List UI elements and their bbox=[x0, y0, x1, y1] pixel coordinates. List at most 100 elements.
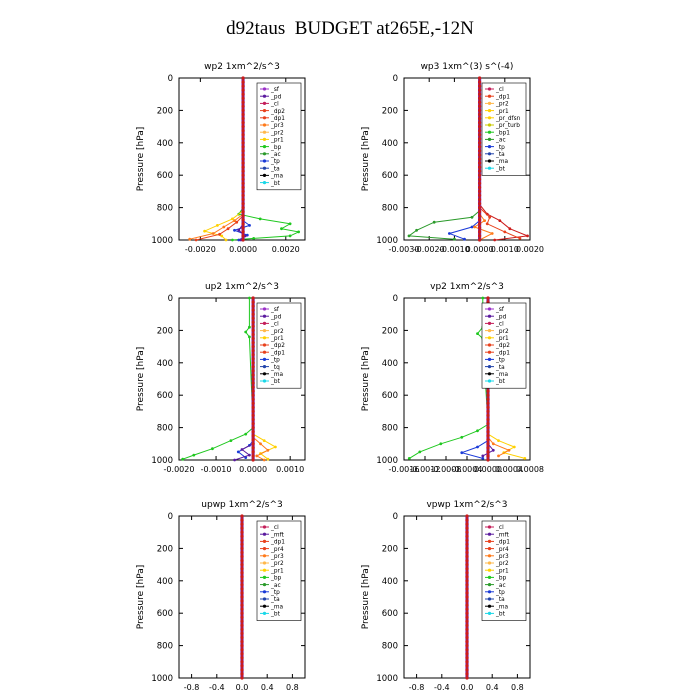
x-tick-label: -0.0012 bbox=[410, 465, 441, 474]
legend-label: _pr2 bbox=[270, 130, 284, 136]
legend-marker bbox=[487, 94, 492, 98]
zero-profile-point bbox=[241, 185, 245, 189]
series-point bbox=[220, 234, 224, 238]
legend-label: _cl bbox=[495, 322, 504, 328]
zero-profile-point bbox=[251, 345, 255, 349]
series-point bbox=[407, 234, 411, 238]
series-point bbox=[460, 451, 464, 455]
legend-label: _cl bbox=[495, 525, 504, 531]
zero-profile-point bbox=[465, 583, 469, 587]
x-tick-label: 0.0 bbox=[461, 683, 474, 692]
zero-profile-point bbox=[478, 169, 482, 173]
zero-profile-point bbox=[241, 234, 245, 238]
series-line-bp1 bbox=[407, 78, 481, 240]
zero-profile-point bbox=[465, 668, 469, 672]
zero-profile-point bbox=[241, 226, 245, 230]
zero-profile-point bbox=[251, 438, 255, 442]
series-point bbox=[483, 219, 486, 223]
zero-profile-point bbox=[251, 320, 255, 324]
legend-marker bbox=[487, 130, 492, 134]
x-tick-label: -0.0020 bbox=[414, 245, 445, 254]
legend-label: _ma bbox=[270, 604, 284, 610]
zero-profile-point bbox=[240, 559, 244, 563]
legend-marker bbox=[262, 181, 267, 185]
x-tick-label: 0.0008 bbox=[516, 465, 544, 474]
zero-profile-point bbox=[478, 108, 482, 112]
legend-marker bbox=[487, 343, 492, 347]
zero-profile-point bbox=[251, 458, 255, 462]
series-point bbox=[266, 448, 270, 452]
zero-profile-point bbox=[251, 353, 255, 357]
zero-profile-point bbox=[478, 214, 482, 218]
legend-marker bbox=[487, 336, 492, 340]
zero-profile-point bbox=[241, 76, 245, 80]
legend-label: _bt bbox=[495, 379, 506, 385]
legend-marker bbox=[487, 525, 492, 529]
zero-profile-point bbox=[478, 80, 482, 84]
zero-profile-point bbox=[465, 635, 469, 640]
legend-marker bbox=[487, 539, 492, 543]
zero-profile-point bbox=[241, 181, 245, 185]
x-tick-label: -0.0020 bbox=[164, 465, 195, 474]
legend-label: _pr2 bbox=[495, 329, 509, 335]
zero-profile-point bbox=[465, 595, 469, 599]
zero-profile-point bbox=[478, 157, 482, 161]
zero-profile-point bbox=[251, 312, 255, 316]
legend-marker bbox=[487, 321, 492, 325]
series-point bbox=[235, 220, 239, 224]
y-tick-label: 600 bbox=[157, 171, 173, 181]
x-tick-label: 0.0000 bbox=[466, 245, 494, 254]
legend-label: _dp1 bbox=[495, 540, 510, 546]
zero-profile-point bbox=[465, 611, 469, 615]
legend-marker bbox=[262, 532, 267, 536]
zero-profile-point bbox=[251, 361, 255, 365]
y-tick-label: 400 bbox=[382, 577, 398, 587]
zero-profile-point bbox=[240, 648, 244, 652]
legend-marker bbox=[487, 575, 492, 579]
x-tick-label: -0.8 bbox=[184, 683, 200, 692]
x-tick-label: -0.4 bbox=[209, 683, 225, 692]
zero-profile-point bbox=[251, 389, 255, 393]
y-tick-label: 0 bbox=[168, 512, 173, 522]
series-point bbox=[448, 232, 451, 235]
series-point bbox=[218, 232, 221, 236]
zero-profile-point bbox=[478, 230, 482, 234]
legend-marker bbox=[262, 307, 267, 311]
zero-profile-point bbox=[241, 169, 245, 173]
legend-label: _ma bbox=[270, 174, 284, 180]
zero-profile-point bbox=[478, 133, 482, 137]
zero-profile-point bbox=[465, 627, 469, 631]
zero-profile-point bbox=[486, 397, 490, 401]
zero-profile-point bbox=[240, 571, 244, 575]
legend-marker bbox=[262, 116, 267, 120]
zero-profile-point bbox=[251, 405, 255, 409]
zero-profile-point bbox=[465, 648, 469, 652]
legend-label: _tp bbox=[495, 145, 505, 151]
zero-profile-point bbox=[486, 450, 490, 454]
zero-profile-point bbox=[251, 316, 255, 320]
zero-profile-point bbox=[478, 185, 482, 189]
zero-profile-point bbox=[241, 153, 245, 157]
chart-title: wp3 1xm^(3) s^(-4) bbox=[421, 62, 514, 72]
series-point bbox=[252, 237, 256, 240]
zero-profile-point bbox=[486, 413, 490, 417]
zero-profile-point bbox=[241, 189, 245, 193]
zero-profile-point bbox=[240, 546, 244, 550]
series-point bbox=[476, 332, 479, 335]
zero-profile-point bbox=[240, 514, 244, 518]
zero-profile-point bbox=[251, 324, 255, 328]
x-tick-label: 0.8 bbox=[286, 683, 299, 692]
legend-marker bbox=[262, 94, 267, 98]
x-tick-label: 0.8 bbox=[511, 683, 524, 692]
legend-label: _bp bbox=[495, 576, 507, 582]
legend-label: _ac bbox=[495, 583, 506, 589]
legend-marker bbox=[487, 597, 492, 601]
zero-profile-point bbox=[240, 591, 244, 595]
zero-profile-point bbox=[465, 615, 469, 619]
zero-profile-point bbox=[478, 181, 482, 185]
zero-profile-point bbox=[240, 615, 244, 619]
zero-profile-point bbox=[486, 446, 490, 450]
zero-profile-point bbox=[251, 422, 255, 426]
zero-profile-point bbox=[240, 676, 244, 680]
zero-profile-point bbox=[478, 116, 482, 121]
